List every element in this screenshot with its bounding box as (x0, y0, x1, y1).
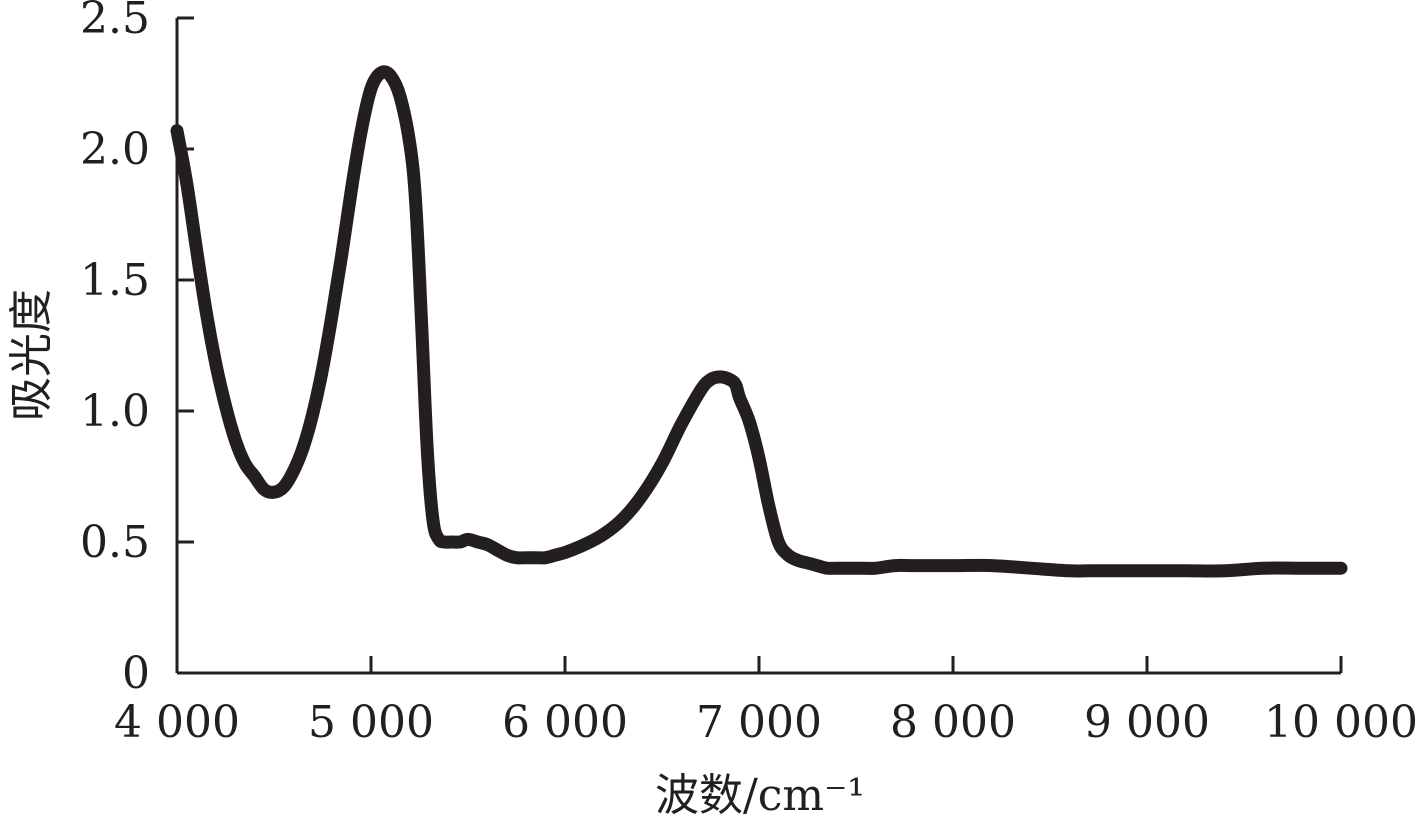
x-axis-title: 波数/cm⁻¹ (655, 770, 865, 820)
x-tick-label: 9 000 (1084, 697, 1210, 748)
y-tick-label: 2.0 (80, 124, 150, 175)
y-tick-label: 1.0 (80, 386, 150, 437)
x-tick-label: 4 000 (114, 697, 240, 748)
x-tick-label: 8 000 (890, 697, 1016, 748)
x-tick-label: 6 000 (502, 697, 628, 748)
absorbance-series-line (170, 65, 1348, 578)
y-tick-label: 0.5 (80, 517, 150, 568)
y-tick-label: 0 (122, 648, 150, 699)
y-axis-title: 吸光度 (6, 289, 57, 421)
y-tick-label: 1.5 (80, 255, 150, 306)
tick-labels: 4 000 5 000 6 000 7 000 8 000 9 000 10 000 0 0.5… (80, 0, 1418, 748)
x-tick-label: 10 000 (1264, 697, 1418, 748)
x-tick-label: 7 000 (696, 697, 822, 748)
y-tick-label: 2.5 (80, 0, 150, 44)
x-tick-label: 5 000 (308, 697, 434, 748)
